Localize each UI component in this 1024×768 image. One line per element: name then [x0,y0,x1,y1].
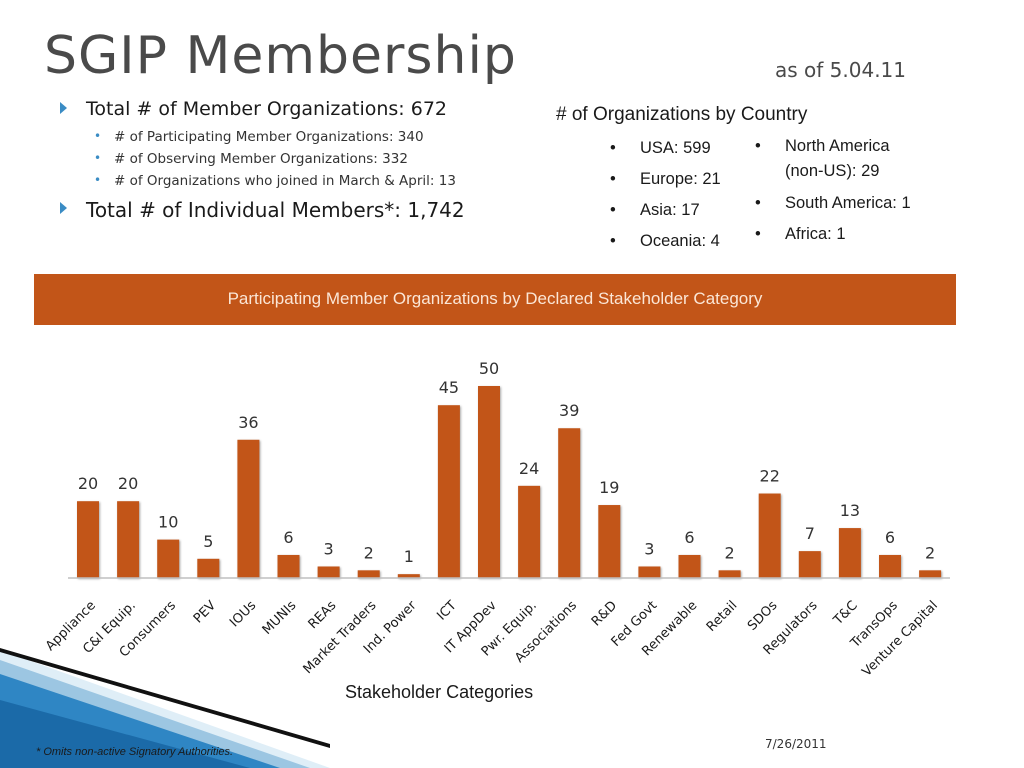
footnote: * Omits non-active Signatory Authorities… [36,746,234,758]
bar [518,485,541,578]
data-label: 5 [203,532,213,551]
data-label: 3 [644,539,654,558]
arrow-bullet-icon [60,102,67,114]
dot-bullet-icon: • [94,151,102,165]
bar [919,570,942,578]
as-of-date: as of 5.04.11 [775,58,907,82]
bar [879,554,901,578]
bar [357,570,380,578]
bar [237,439,260,578]
data-label: 19 [599,478,619,497]
bar [718,570,741,578]
bar [77,501,99,578]
data-label: 10 [158,513,178,532]
bar [558,428,581,578]
country-item: • North America [755,137,890,155]
country-item: • Oceania: 4 [610,232,720,250]
dot-bullet-icon: • [610,201,616,219]
data-label: 20 [118,474,138,493]
x-tick-label: REAs [306,598,340,632]
data-label: 20 [78,474,98,493]
x-tick-label: T&C [830,598,861,629]
slide-date: 7/26/2011 [765,737,827,751]
bar [317,566,340,578]
country-item: • South America: 1 [755,194,911,212]
bullet-total-orgs: Total # of Member Organizations: 672 [60,98,447,120]
bar [798,551,821,578]
dot-bullet-icon: • [94,173,102,187]
slide-title: SGIP Membership [44,26,517,86]
dot-bullet-icon: • [755,137,761,155]
data-label: 1 [404,547,414,566]
bar [598,505,621,578]
country-item: • Asia: 17 [610,201,700,219]
x-tick-label: R&D [589,598,620,629]
data-label: 6 [885,528,895,547]
country-list-title: # of Organizations by Country [556,104,808,125]
bullet-observing: • # of Observing Member Organizations: 3… [94,151,408,167]
dot-bullet-icon: • [94,129,102,143]
x-tick-label: Venture Capital [859,598,940,679]
data-label: 3 [324,539,334,558]
country-item: • Europe: 21 [610,170,721,188]
bar [437,405,460,578]
bullet-participating: • # of Participating Member Organization… [94,129,424,145]
chart-title-banner: Participating Member Organizations by De… [34,274,956,325]
x-tick-label: Market Traders [301,598,380,677]
data-label: 2 [364,543,374,562]
bullet-joined: • # of Organizations who joined in March… [94,173,456,189]
bar [277,554,300,578]
chart-title: Participating Member Organizations by De… [227,289,763,308]
country-item: • Africa: 1 [755,225,846,243]
decorative-swoosh [0,648,330,768]
data-label: 2 [725,543,735,562]
x-tick-label: MUNIs [260,598,300,638]
data-label: 2 [925,543,935,562]
data-label: 39 [559,401,579,420]
country-item: • USA: 599 [610,139,711,157]
x-tick-label: ICT [434,598,459,623]
bar [197,558,220,578]
dot-bullet-icon: • [755,225,761,243]
data-label: 7 [805,524,815,543]
data-label: 36 [238,413,258,432]
data-label: 50 [479,359,499,378]
dot-bullet-icon: • [610,232,616,250]
x-tick-label: Retail [704,598,741,635]
bar [758,493,781,578]
data-label: 24 [519,459,539,478]
data-label: 45 [439,378,459,397]
x-axis-title: Stakeholder Categories [345,682,534,702]
country-item-continued: (non-US): 29 [785,162,880,180]
x-tick-label: SDOs [745,598,781,634]
bullet-individuals: Total # of Individual Members*: 1,742 [60,198,465,222]
bar [678,554,701,578]
arrow-bullet-icon [60,202,67,214]
bar [838,528,861,578]
dot-bullet-icon: • [610,170,616,188]
data-label: 6 [684,528,694,547]
data-label: 13 [840,501,860,520]
bar [117,501,140,578]
bar [478,386,500,578]
bar [638,566,661,578]
dot-bullet-icon: • [610,139,616,157]
data-label: 6 [283,528,293,547]
data-label: 22 [760,467,780,486]
dot-bullet-icon: • [755,194,761,212]
bar [397,574,420,578]
x-tick-label: PEV [191,598,219,626]
x-tick-label: IOUs [227,598,259,630]
bar [157,539,180,578]
